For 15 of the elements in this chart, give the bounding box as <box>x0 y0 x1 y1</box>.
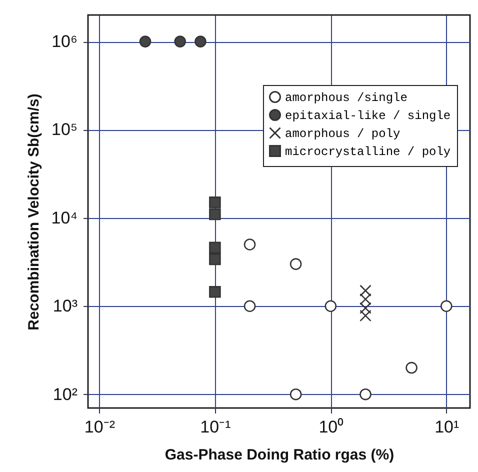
x-tick-label: 10⁰ <box>318 418 344 436</box>
y-tick-label: 10⁵ <box>52 120 78 140</box>
y-tick-label: 10⁴ <box>51 208 78 228</box>
legend-label: microcrystalline / poly <box>285 145 451 159</box>
x-tick-label: 10¹ <box>434 418 460 436</box>
y-tick-label: 10⁶ <box>52 32 78 52</box>
x-tick-label: 10⁻² <box>84 418 116 436</box>
x-axis-title: Gas-Phase Doing Ratio rgas (%) <box>164 446 394 464</box>
legend-label: epitaxial-like / single <box>285 109 451 123</box>
legend-label: amorphous /single <box>285 91 408 105</box>
legend-label: amorphous / poly <box>285 127 400 141</box>
y-tick-label: 10³ <box>52 296 78 316</box>
x-tick-label: 10⁻¹ <box>200 418 232 436</box>
y-axis-title: Recombination Velocity Sb(cm/s) <box>25 94 42 330</box>
y-tick-label: 10² <box>52 384 78 404</box>
